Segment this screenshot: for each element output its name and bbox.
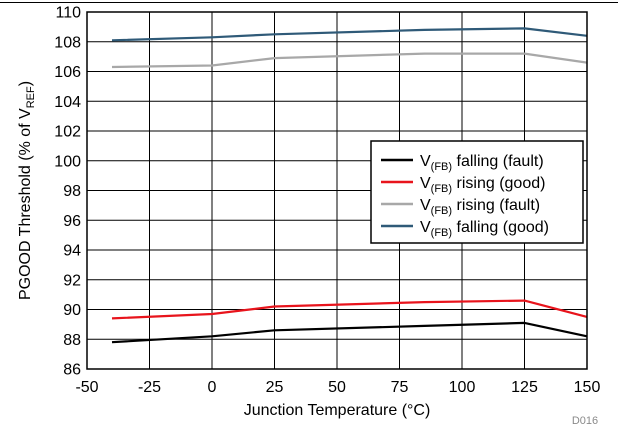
plot-frame <box>86 11 588 370</box>
x-tick-label: 50 <box>328 379 346 396</box>
series-line <box>111 299 588 320</box>
y-tick-label: 102 <box>54 124 81 141</box>
y-tick-label: 94 <box>63 243 81 260</box>
y-tick-label: 86 <box>63 362 81 379</box>
y-tick-labels: 86 88 90 92 94 96 98 100 102 104 106 108 110 <box>54 5 81 379</box>
figure-id: D016 <box>572 415 598 427</box>
y-tick-label: 100 <box>54 153 81 170</box>
y-tick-label: 106 <box>54 64 81 81</box>
x-tick-label: 150 <box>574 379 601 396</box>
x-tick-label: 25 <box>266 379 284 396</box>
y-tick-label: 104 <box>54 94 81 111</box>
x-tick-label: 75 <box>391 379 409 396</box>
x-tick-label: -25 <box>138 379 161 396</box>
y-axis-label: PGOOD Threshold (% of VREF) <box>17 81 37 300</box>
y-tick-label: 98 <box>63 183 81 200</box>
series-line <box>111 27 588 42</box>
y-axis-label-tail: ) <box>17 81 34 86</box>
legend-label: V(FB) rising (fault) <box>420 197 540 217</box>
y-tick-label: 110 <box>55 5 81 22</box>
y-axis-label-sub: REF <box>25 86 37 108</box>
y-tick-label: 96 <box>63 213 81 230</box>
legend-label: V(FB) falling (fault) <box>420 153 544 173</box>
series-line <box>111 52 588 69</box>
y-tick-label: 90 <box>63 302 81 319</box>
y-axis-label-main: PGOOD Threshold (% of V <box>17 108 34 300</box>
x-axis-label: Junction Temperature (°C) <box>244 402 431 419</box>
legend-label: V(FB) rising (good) <box>420 175 545 195</box>
x-tick-label: 100 <box>449 379 476 396</box>
x-tick-label: 125 <box>511 379 538 396</box>
legend: V(FB) falling (fault)V(FB) rising (good)… <box>370 140 584 244</box>
y-tick-label: 88 <box>63 332 81 349</box>
legend-label: V(FB) falling (good) <box>420 219 549 239</box>
x-tick-label: 0 <box>208 379 217 396</box>
series-lines <box>111 27 588 344</box>
x-tick-labels: -50 -25 0 25 50 75 100 125 150 <box>75 379 600 396</box>
y-tick-label: 108 <box>54 34 81 51</box>
series-line <box>111 321 588 344</box>
x-tick-label: -50 <box>75 379 98 396</box>
legend-items: V(FB) falling (fault)V(FB) rising (good)… <box>381 153 549 239</box>
y-tick-label: 92 <box>63 272 81 289</box>
